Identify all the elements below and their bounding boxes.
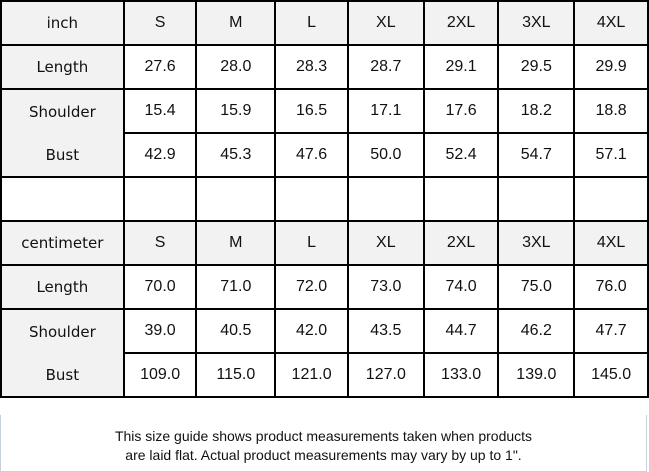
row-label-shoulder: Shoulder: [0, 308, 125, 353]
size-chart-table: inch S M L XL 2XL 3XL 4XL Length 27.6 28.0 28.3 28.7…: [0, 0, 649, 398]
measurement-cell: 42.0: [274, 308, 349, 354]
row-label-bust: Bust: [0, 133, 125, 178]
inch-header-row: inch S M L XL 2XL 3XL 4XL: [0, 0, 649, 46]
size-header-xl: XL: [346, 0, 425, 46]
measurement-cell: 47.6: [274, 132, 349, 178]
measurement-cell: 40.5: [195, 308, 277, 354]
size-header-4xl: 4XL: [573, 220, 649, 266]
measurement-cell: 133.0: [422, 352, 500, 398]
size-header-3xl: 3XL: [497, 0, 576, 46]
measurement-cell: 44.7: [422, 308, 500, 354]
measurement-cell: 18.8: [573, 88, 649, 134]
measurement-cell: 50.0: [346, 132, 425, 178]
measurement-cell: 73.0: [346, 264, 425, 310]
measurement-cell: 29.1: [422, 44, 500, 90]
size-guide-note: This size guide shows product measuremen…: [0, 415, 647, 472]
size-header-s: S: [122, 0, 198, 46]
size-header-xl: XL: [346, 220, 425, 266]
measurement-cell: 17.1: [346, 88, 425, 134]
size-header-2xl: 2XL: [422, 0, 500, 46]
unit-label: inch: [0, 0, 125, 46]
table-row: Bust 42.9 45.3 47.6 50.0 52.4 54.7 57.1: [0, 132, 649, 178]
size-header-2xl: 2XL: [422, 220, 500, 266]
empty-cell: [0, 176, 125, 222]
measurement-cell: 15.4: [122, 88, 198, 134]
size-header-m: M: [195, 220, 277, 266]
measurement-cell: 74.0: [422, 264, 500, 310]
measurement-cell: 28.7: [346, 44, 425, 90]
measurement-cell: 17.6: [422, 88, 500, 134]
empty-cell: [122, 176, 198, 222]
row-label-length: Length: [0, 44, 125, 90]
table-row: Bust 109.0 115.0 121.0 127.0 133.0 139.0 145.0: [0, 352, 649, 398]
measurement-cell: 29.5: [497, 44, 576, 90]
row-label-shoulder: Shoulder: [0, 88, 125, 133]
measurement-cell: 54.7: [497, 132, 576, 178]
size-header-l: L: [274, 220, 349, 266]
size-header-l: L: [274, 0, 349, 46]
measurement-cell: 18.2: [497, 88, 576, 134]
measurement-cell: 42.9: [122, 132, 198, 178]
empty-cell: [274, 176, 349, 222]
note-line-1: This size guide shows product measuremen…: [114, 428, 533, 444]
table-row: Shoulder 15.4 15.9 16.5 17.1 17.6 18.2 18.8: [0, 88, 649, 134]
empty-cell: [195, 176, 277, 222]
measurement-cell: 29.9: [573, 44, 649, 90]
measurement-cell: 115.0: [195, 352, 277, 398]
measurement-cell: 57.1: [573, 132, 649, 178]
measurement-cell: 145.0: [573, 352, 649, 398]
measurement-cell: 39.0: [122, 308, 198, 354]
table-row: Length 70.0 71.0 72.0 73.0 74.0 75.0 76.0: [0, 264, 649, 310]
measurement-cell: 15.9: [195, 88, 277, 134]
note-line-2: are laid flat. Actual product measuremen…: [125, 447, 522, 463]
measurement-cell: 127.0: [346, 352, 425, 398]
measurement-cell: 75.0: [497, 264, 576, 310]
measurement-cell: 28.0: [195, 44, 277, 90]
empty-cell: [346, 176, 425, 222]
measurement-cell: 121.0: [274, 352, 349, 398]
measurement-cell: 71.0: [195, 264, 277, 310]
table-row: Length 27.6 28.0 28.3 28.7 29.1 29.5 29.9: [0, 44, 649, 90]
row-label-length: Length: [0, 264, 125, 310]
measurement-cell: 43.5: [346, 308, 425, 354]
table-row: Shoulder 39.0 40.5 42.0 43.5 44.7 46.2 47.7: [0, 308, 649, 354]
measurement-cell: 27.6: [122, 44, 198, 90]
measurement-cell: 109.0: [122, 352, 198, 398]
measurement-cell: 47.7: [573, 308, 649, 354]
size-header-4xl: 4XL: [573, 0, 649, 46]
measurement-cell: 52.4: [422, 132, 500, 178]
size-header-3xl: 3XL: [497, 220, 576, 266]
measurement-cell: 16.5: [274, 88, 349, 134]
measurement-cell: 28.3: [274, 44, 349, 90]
row-label-bust: Bust: [0, 353, 125, 398]
centimeter-header-row: centimeter S M L XL 2XL 3XL 4XL: [0, 220, 649, 266]
measurement-cell: 45.3: [195, 132, 277, 178]
spacer-row: [0, 176, 649, 222]
empty-cell: [497, 176, 576, 222]
measurement-cell: 70.0: [122, 264, 198, 310]
empty-cell: [573, 176, 649, 222]
size-header-m: M: [195, 0, 277, 46]
measurement-cell: 72.0: [274, 264, 349, 310]
empty-cell: [422, 176, 500, 222]
unit-label: centimeter: [0, 220, 125, 266]
measurement-cell: 76.0: [573, 264, 649, 310]
measurement-cell: 139.0: [497, 352, 576, 398]
size-header-s: S: [122, 220, 198, 266]
measurement-cell: 46.2: [497, 308, 576, 354]
